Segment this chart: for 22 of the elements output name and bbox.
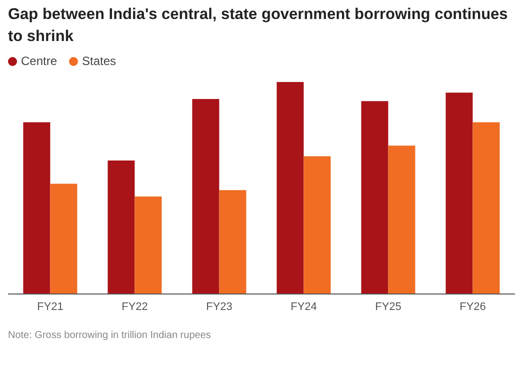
x-tick-label: FY24: [290, 300, 317, 313]
bar: [472, 122, 500, 294]
bar: [446, 92, 473, 294]
bar: [388, 146, 416, 294]
x-tick-label: FY22: [122, 300, 148, 313]
x-tick-label: FY26: [460, 300, 486, 313]
chart-title: Gap between India's central, state government borrowing continues to shrink: [8, 5, 509, 47]
x-tick-label: FY25: [375, 300, 402, 313]
bar: [361, 101, 388, 294]
x-tick-label: FY23: [206, 300, 232, 313]
bar: [219, 190, 246, 294]
x-tick-label: FY21: [37, 300, 64, 313]
bar: [304, 156, 331, 294]
legend-label: Centre: [20, 54, 58, 68]
bar: [134, 196, 162, 294]
bar: [276, 82, 304, 294]
text: Note: Gross borrowing in trillion Indian rupees: [8, 330, 212, 341]
bar: [50, 184, 78, 294]
bar: [108, 160, 135, 294]
bar: [23, 122, 50, 294]
legend-label: States: [81, 54, 116, 68]
bar: [192, 98, 220, 294]
